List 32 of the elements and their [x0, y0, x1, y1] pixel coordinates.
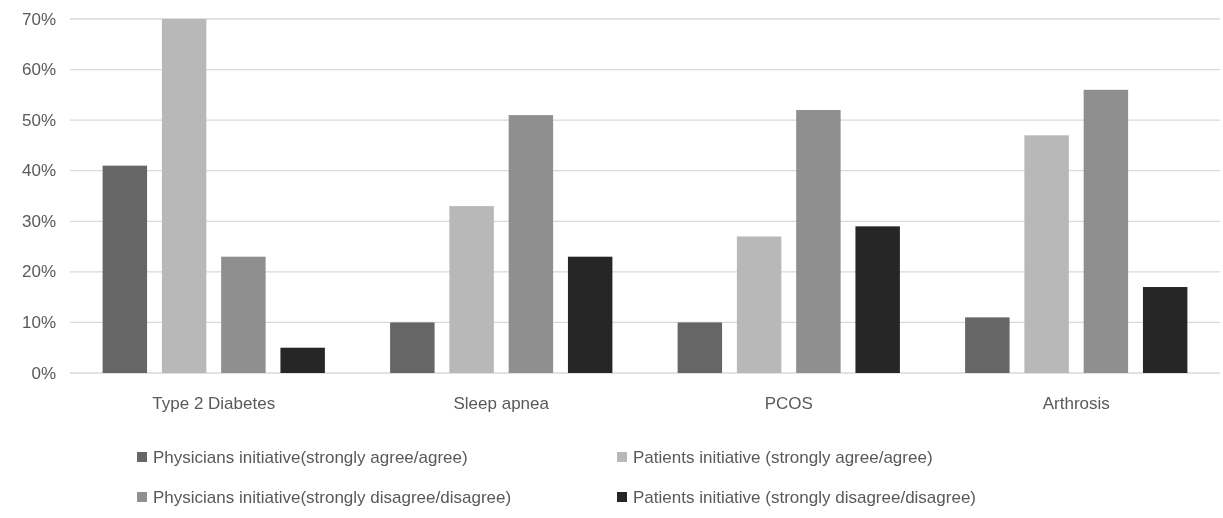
bar — [855, 226, 900, 373]
bar — [567, 256, 613, 373]
bar — [796, 110, 841, 373]
legend-label: Patients initiative (strongly agree/agree) — [633, 447, 933, 467]
y-tick-label: 10% — [21, 312, 56, 332]
bar — [280, 347, 325, 373]
y-tick-label: 70% — [21, 9, 56, 29]
legend-label: Physicians initiative(strongly disagree/disagree) — [153, 487, 512, 507]
x-tick-label: Arthrosis — [1042, 394, 1110, 413]
y-tick-label: 20% — [21, 262, 56, 282]
x-tick-label: Type 2 Diabetes — [152, 394, 276, 413]
legend-label: Physicians initiative(strongly agree/agree) — [153, 447, 468, 467]
bar — [677, 322, 723, 373]
bar — [449, 206, 494, 373]
bar — [965, 317, 1010, 373]
y-tick-label: 50% — [21, 110, 56, 130]
bar — [1142, 287, 1188, 373]
bar — [390, 322, 435, 373]
bar — [1024, 135, 1069, 373]
y-tick-label: 30% — [21, 211, 56, 231]
y-tick-label: 40% — [21, 161, 56, 181]
y-tick-label: 60% — [21, 60, 56, 80]
y-tick-label: 0% — [31, 363, 56, 383]
x-tick-label: PCOS — [764, 394, 813, 413]
legend-label: Patients initiative (strongly disagree/disagree) — [633, 487, 977, 507]
bar — [221, 256, 266, 373]
bar — [161, 19, 207, 373]
bar — [102, 165, 148, 373]
bar — [1083, 89, 1129, 373]
x-tick-label: Sleep apnea — [453, 394, 550, 413]
bar — [736, 236, 782, 373]
bar — [508, 115, 554, 373]
